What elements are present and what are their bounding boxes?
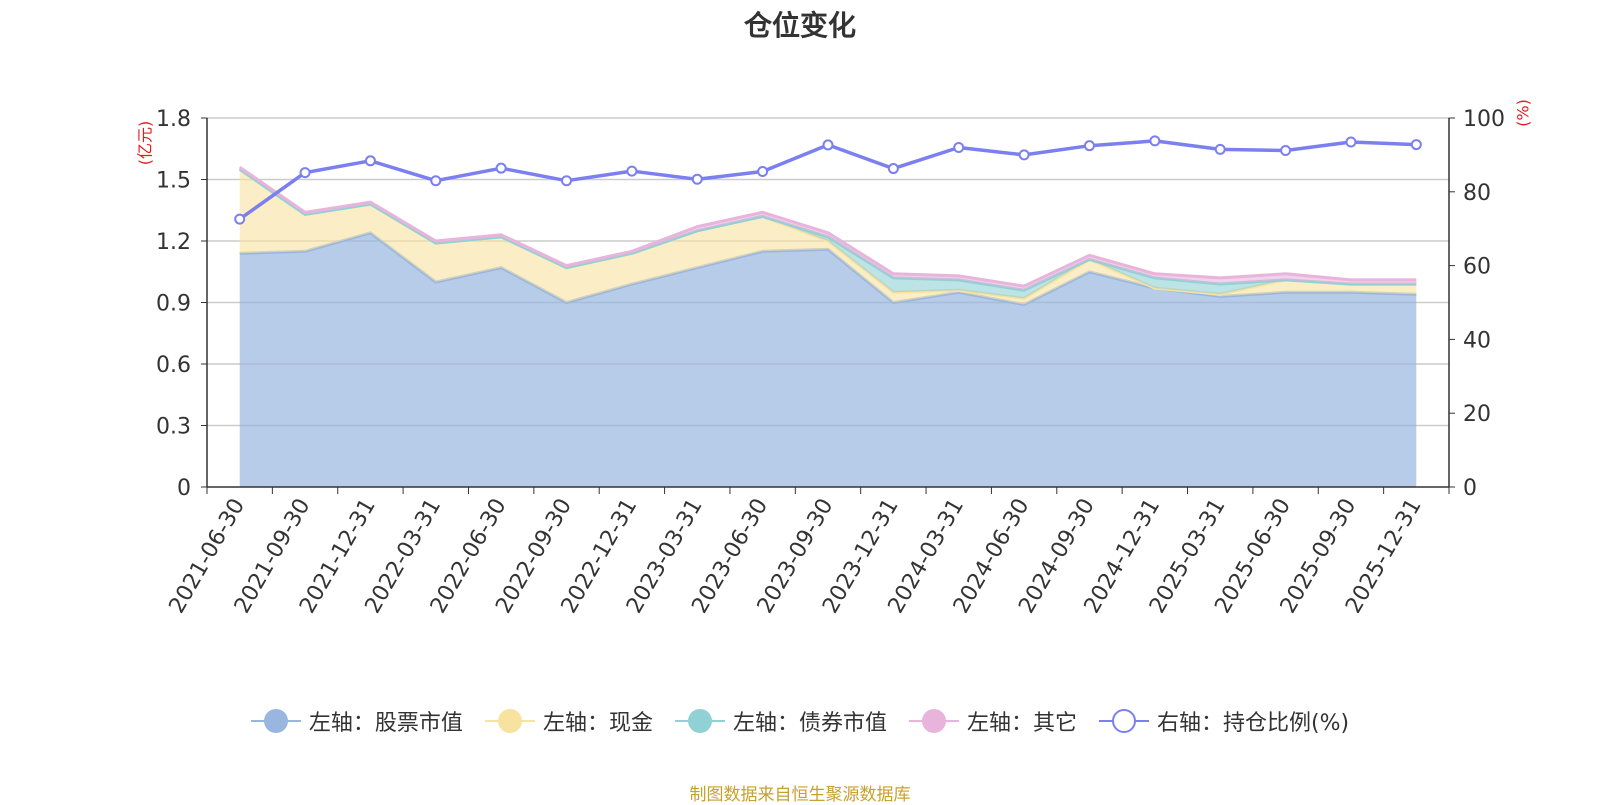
ratio-point: [757, 166, 769, 178]
ratio-point: [430, 175, 442, 187]
left-tick-label: 0.9: [156, 292, 191, 317]
ratio-point: [1018, 149, 1030, 161]
legend-item-bond[interactable]: 左轴：债券市值: [674, 705, 887, 737]
ratio-point: [1280, 144, 1292, 156]
left-tick-label: 1.8: [156, 107, 191, 132]
ratio-point: [234, 213, 246, 225]
left-tick-label: 0.3: [156, 415, 191, 440]
legend-label-stock: 左轴：股票市值: [308, 711, 463, 736]
legend-label-other: 左轴：其它: [966, 711, 1077, 736]
ratio-point: [1410, 139, 1422, 151]
area-stock: [239, 232, 1417, 487]
ratio-point: [626, 165, 638, 177]
left-tick-label: 0.6: [156, 353, 191, 378]
ratio-point: [1083, 140, 1095, 152]
ratio-point: [561, 175, 573, 187]
legend-marker-ratio: [1098, 706, 1149, 736]
legend-item-other[interactable]: 左轴：其它: [908, 705, 1077, 737]
ratio-point: [299, 167, 311, 179]
left-axis-unit: (亿元): [136, 121, 155, 166]
ratio-point: [495, 162, 507, 174]
chart-plot: 00.30.60.91.21.51.80204060801002021-06-3…: [136, 99, 1533, 618]
source-note: 制图数据来自恒生聚源数据库: [689, 785, 911, 805]
left-tick-label: 0: [177, 476, 191, 501]
ratio-point: [1214, 143, 1226, 155]
chart-title: 仓位变化: [743, 9, 856, 42]
ratio-point: [953, 142, 965, 154]
legend-marker-stock: [250, 706, 301, 736]
right-tick-label: 80: [1463, 181, 1491, 206]
legend-label-cash: 左轴：现金: [542, 711, 653, 736]
left-tick-label: 1.5: [156, 169, 191, 194]
right-tick-label: 0: [1463, 476, 1477, 501]
right-axis-unit: (%): [1514, 99, 1533, 127]
legend-marker-cash: [484, 706, 535, 736]
left-tick-label: 1.2: [156, 230, 191, 255]
ratio-point: [887, 163, 899, 175]
ratio-point: [1149, 135, 1161, 147]
area-cash: [239, 169, 1417, 305]
legend-label-bond: 左轴：债券市值: [732, 711, 887, 736]
ratio-point: [822, 139, 834, 151]
right-tick-label: 60: [1463, 255, 1491, 280]
legend-label-ratio: 右轴：持仓比例(%): [1156, 711, 1350, 736]
legend-item-stock[interactable]: 左轴：股票市值: [250, 705, 463, 737]
legend-marker-bond: [674, 706, 725, 736]
legend-item-ratio[interactable]: 右轴：持仓比例(%): [1098, 705, 1350, 737]
ratio-point: [691, 173, 703, 185]
line-other: [238, 165, 1417, 288]
right-tick-label: 40: [1463, 328, 1491, 353]
area-other: [239, 167, 1417, 291]
right-tick-label: 20: [1463, 402, 1491, 427]
legend-marker-other: [908, 706, 959, 736]
ratio-point: [1345, 136, 1357, 148]
right-tick-label: 100: [1463, 107, 1505, 132]
legend: 左轴：股票市值 左轴：现金 左轴：债券市值 左轴：其它 右轴：持仓比例(%): [0, 705, 1600, 737]
legend-item-cash[interactable]: 左轴：现金: [484, 705, 653, 737]
ratio-point: [364, 155, 376, 167]
